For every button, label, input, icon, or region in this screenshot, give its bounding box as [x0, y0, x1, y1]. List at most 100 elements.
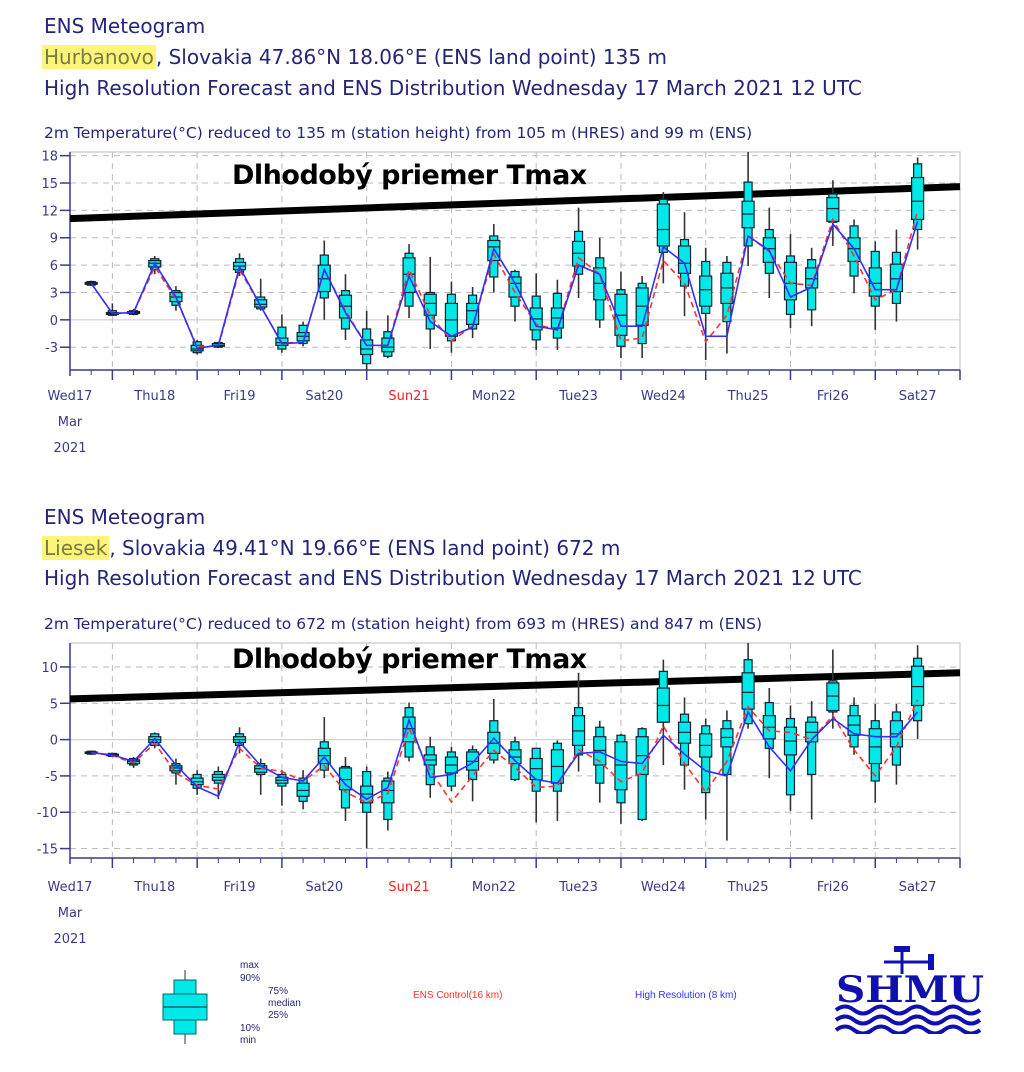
ens-box [487, 698, 501, 764]
x-day-label: Fri19 [224, 389, 256, 404]
x-day-label: Wed24 [641, 880, 686, 895]
ens-box-25-75 [699, 275, 713, 307]
y-tick-label: 12 [41, 204, 58, 219]
ens-box [826, 180, 840, 246]
legend-ens-control: ENS Control(16 km) [413, 990, 503, 1001]
ens-box [762, 688, 776, 779]
ens-box-25-75 [275, 337, 289, 346]
hres-line [90, 221, 919, 349]
ens-box [614, 733, 628, 824]
x-day-label: Tue23 [558, 880, 598, 895]
legend-label-10: 10% [240, 1023, 261, 1034]
chart-1: -3 0 3 6 9 12 15 18 Wed17 Thu18 Fri19 Sat20 Sun21 Mon… [41, 150, 961, 456]
ens-box [741, 152, 755, 267]
x-day-label: Sat27 [899, 389, 937, 404]
x-day-label: Mon22 [472, 389, 516, 404]
ens-box [720, 255, 734, 354]
ens-box [656, 659, 670, 766]
y-tick-label: 3 [50, 286, 58, 301]
y-tick-label: 18 [41, 150, 58, 165]
legend-box-icon [162, 970, 208, 1044]
ens-box [338, 274, 353, 340]
ens-box-25-75 [805, 267, 819, 289]
panel2-location: , Slovakia 49.41°N 19.66°E (ENS land poi… [109, 536, 621, 560]
ens-box-10-90 [785, 717, 796, 796]
x-day-label: Sun21 [388, 880, 429, 895]
y-tick-label: 0 [50, 314, 58, 329]
ens-box [571, 672, 586, 772]
ens-box-25-75 [656, 203, 670, 247]
ens-box [487, 224, 501, 293]
x-day-label: Fri26 [817, 880, 849, 895]
shmu-logo-text: SHMU [836, 969, 984, 1011]
panel1-forecast-info: High Resolution Forecast and ENS Distrib… [44, 76, 862, 100]
ens-box [529, 747, 543, 823]
ens-box-25-75 [338, 767, 353, 791]
x-day-label: Sat27 [899, 880, 937, 895]
x-day-label: Thu18 [133, 389, 175, 404]
tmax-average-line [69, 183, 961, 223]
ens-box [508, 269, 522, 322]
x-day-label: Sat20 [305, 389, 343, 404]
panel1-title: ENS Meteogram [44, 14, 206, 38]
x-day-label: Fri26 [817, 389, 849, 404]
shmu-logo: SHMU [834, 946, 984, 1034]
panel1-station-line: Hurbanovo, Slovakia 47.86°N 18.06°E (ENS… [42, 45, 667, 69]
ens-box-10-90 [701, 725, 711, 794]
x-day-label: Wed17 [48, 880, 93, 895]
x-day-label: Thu25 [727, 880, 769, 895]
legend-label-min: min [240, 1035, 257, 1046]
legend-label-75: 75% [268, 986, 289, 997]
x-day-label: Thu25 [727, 389, 769, 404]
ens-box [550, 279, 564, 350]
ens-box [826, 649, 840, 729]
ens-box [296, 770, 310, 810]
panel2-station-line: Liesek, Slovakia 49.41°N 19.66°E (ENS la… [42, 536, 620, 560]
x-day-label: Thu18 [133, 880, 175, 895]
panel2-title: ENS Meteogram [44, 505, 206, 529]
y-tick-label: 6 [50, 259, 58, 274]
ens-box [911, 645, 925, 739]
tmax-average-line [69, 669, 961, 703]
ens-control-line [91, 699, 919, 804]
legend-label-90: 90% [240, 973, 261, 984]
legend-high-resolution: High Resolution (8 km) [635, 990, 737, 1001]
y-tick-label: 15 [41, 177, 58, 192]
ens-box-25-75 [508, 276, 522, 298]
y-tick-label: -5 [45, 770, 58, 785]
y-tick-label: -10 [37, 806, 58, 821]
ens-box [593, 720, 607, 803]
ens-box-25-75 [826, 682, 840, 712]
x-day-label: Sun21 [388, 389, 429, 404]
y-tick-label: 0 [50, 734, 58, 749]
x-day-label: Tue23 [558, 389, 598, 404]
y-tick-label: -15 [37, 843, 58, 858]
y-tick-label: 5 [50, 697, 58, 712]
y-tick-label: 10 [41, 661, 58, 676]
ens-box [444, 746, 459, 792]
ens-box-25-75 [868, 728, 882, 765]
ens-box [360, 766, 374, 849]
ens-box [148, 732, 162, 749]
ens-box-25-75 [741, 672, 755, 710]
ens-box [699, 718, 713, 820]
ens-box-25-75 [826, 197, 840, 222]
legend-label-median: median [268, 998, 301, 1009]
ens-box [529, 273, 543, 350]
ens-control-line [90, 210, 919, 348]
ens-box [677, 697, 692, 790]
x-day-label: Mon22 [472, 880, 516, 895]
ens-box-25-75 [296, 782, 310, 797]
panel1-station-name: Hurbanovo [42, 45, 156, 69]
panel1-subtitle: 2m Temperature(°C) reduced to 135 m (sta… [44, 124, 753, 142]
ens-box-25-75 [614, 741, 628, 791]
y-tick-label: 9 [50, 232, 58, 247]
x-day-label: Fri19 [224, 880, 256, 895]
chart-2: -15 -10 -5 0 5 10 Wed17 Thu18 Fri19 Sat20 Sun21 Mon… [37, 642, 961, 947]
ens-box [211, 766, 225, 800]
hres-line [91, 710, 919, 801]
ens-box [508, 736, 522, 782]
ens-box [550, 740, 564, 821]
panel2-tmax-annotation: Dlhodobý priemer Tmax [232, 644, 587, 675]
